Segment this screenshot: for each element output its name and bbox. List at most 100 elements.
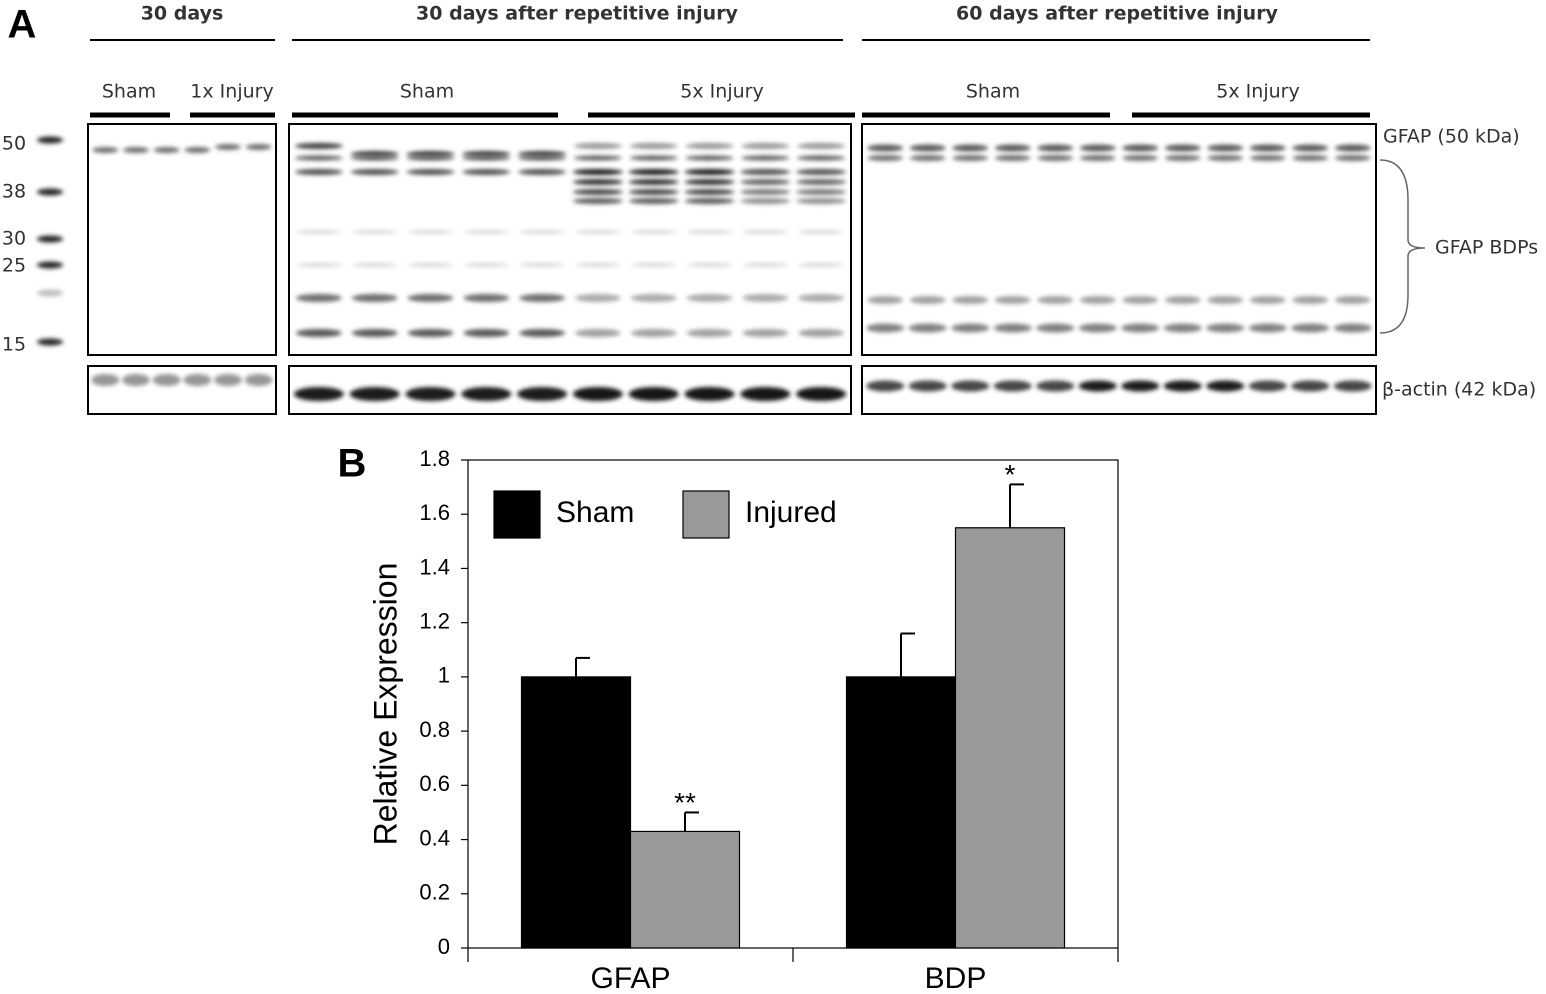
band <box>572 387 623 401</box>
y-tick-label: 0 <box>438 934 450 959</box>
band <box>740 169 791 175</box>
panel-b: B Relative Expression 0 0.2 0.4 0.6 0.8 1 1.2 1… <box>338 442 1119 994</box>
band <box>519 294 566 302</box>
band <box>1333 323 1372 333</box>
band <box>1248 323 1287 333</box>
band <box>866 380 905 392</box>
y-tick-label: 1.4 <box>419 554 450 579</box>
band <box>572 179 623 185</box>
band <box>994 296 1031 304</box>
band <box>123 147 149 153</box>
band <box>798 329 845 337</box>
band <box>1078 323 1117 333</box>
y-tick-label: 1.8 <box>419 446 450 471</box>
band <box>908 380 947 392</box>
band <box>351 230 398 234</box>
band <box>796 169 847 175</box>
error-bar <box>575 656 590 677</box>
band <box>686 294 733 302</box>
band <box>1122 144 1159 152</box>
x-tick-label: BDP <box>925 962 987 994</box>
band <box>572 189 623 195</box>
band <box>741 155 790 161</box>
band <box>951 323 990 333</box>
band <box>685 155 734 161</box>
band <box>153 147 180 153</box>
band <box>572 169 623 175</box>
band-label: GFAP BDPs <box>1435 237 1538 259</box>
band <box>461 387 512 401</box>
band <box>1078 380 1117 392</box>
band <box>629 143 678 149</box>
band <box>1248 380 1287 392</box>
band <box>908 323 947 333</box>
band <box>214 374 242 386</box>
ladder-label: 30 <box>2 228 26 250</box>
subgroup-label: Sham <box>966 81 1020 103</box>
band <box>463 263 510 267</box>
band <box>574 263 621 267</box>
band <box>1333 380 1372 392</box>
band <box>797 155 846 161</box>
band <box>1121 323 1160 333</box>
band <box>866 323 905 333</box>
band <box>519 230 566 234</box>
y-tick-label: 1.2 <box>419 608 450 633</box>
band <box>628 387 679 401</box>
band <box>684 198 735 204</box>
y-tick-label: 1.6 <box>419 500 450 525</box>
band <box>573 143 622 149</box>
ladder-label: 15 <box>2 334 26 356</box>
band <box>91 374 120 386</box>
band <box>1334 144 1371 152</box>
blot-frames <box>87 123 1377 415</box>
band <box>686 329 733 337</box>
band <box>1292 155 1329 161</box>
band <box>686 230 733 234</box>
band <box>628 169 679 175</box>
significance: ** <box>674 787 696 818</box>
band <box>183 374 212 386</box>
band <box>572 198 623 204</box>
band <box>184 147 211 153</box>
legend-label: Injured <box>745 496 837 529</box>
band-label: GFAP (50 kDa) <box>1383 126 1520 148</box>
band <box>463 329 510 337</box>
y-tick-label: 0.2 <box>419 880 450 905</box>
band <box>1207 296 1244 304</box>
band <box>909 144 946 152</box>
subgroup-label: 5x Injury <box>1216 81 1299 103</box>
band <box>37 261 63 269</box>
subgroup-label: 1x Injury <box>190 81 273 103</box>
band <box>462 169 511 175</box>
band <box>740 179 791 185</box>
band <box>993 323 1032 333</box>
band <box>686 263 733 267</box>
band <box>405 387 456 401</box>
bar <box>629 830 741 949</box>
subgroup-label: Sham <box>400 81 454 103</box>
band <box>867 296 904 304</box>
band <box>1291 380 1330 392</box>
error-bar <box>1009 483 1024 528</box>
band <box>628 179 679 185</box>
band <box>798 230 845 234</box>
band <box>1249 155 1286 161</box>
band <box>92 147 119 153</box>
band <box>37 188 63 196</box>
band <box>740 189 791 195</box>
band <box>463 294 510 302</box>
band <box>1249 144 1286 152</box>
group-title: 60 days after repetitive injury <box>956 3 1279 25</box>
band <box>1249 296 1286 304</box>
band <box>684 169 735 175</box>
band <box>295 329 342 337</box>
ladder-label: 50 <box>2 133 26 155</box>
band <box>37 338 63 346</box>
band <box>350 169 399 175</box>
band <box>1207 155 1244 161</box>
band <box>796 189 847 195</box>
band <box>351 294 398 302</box>
